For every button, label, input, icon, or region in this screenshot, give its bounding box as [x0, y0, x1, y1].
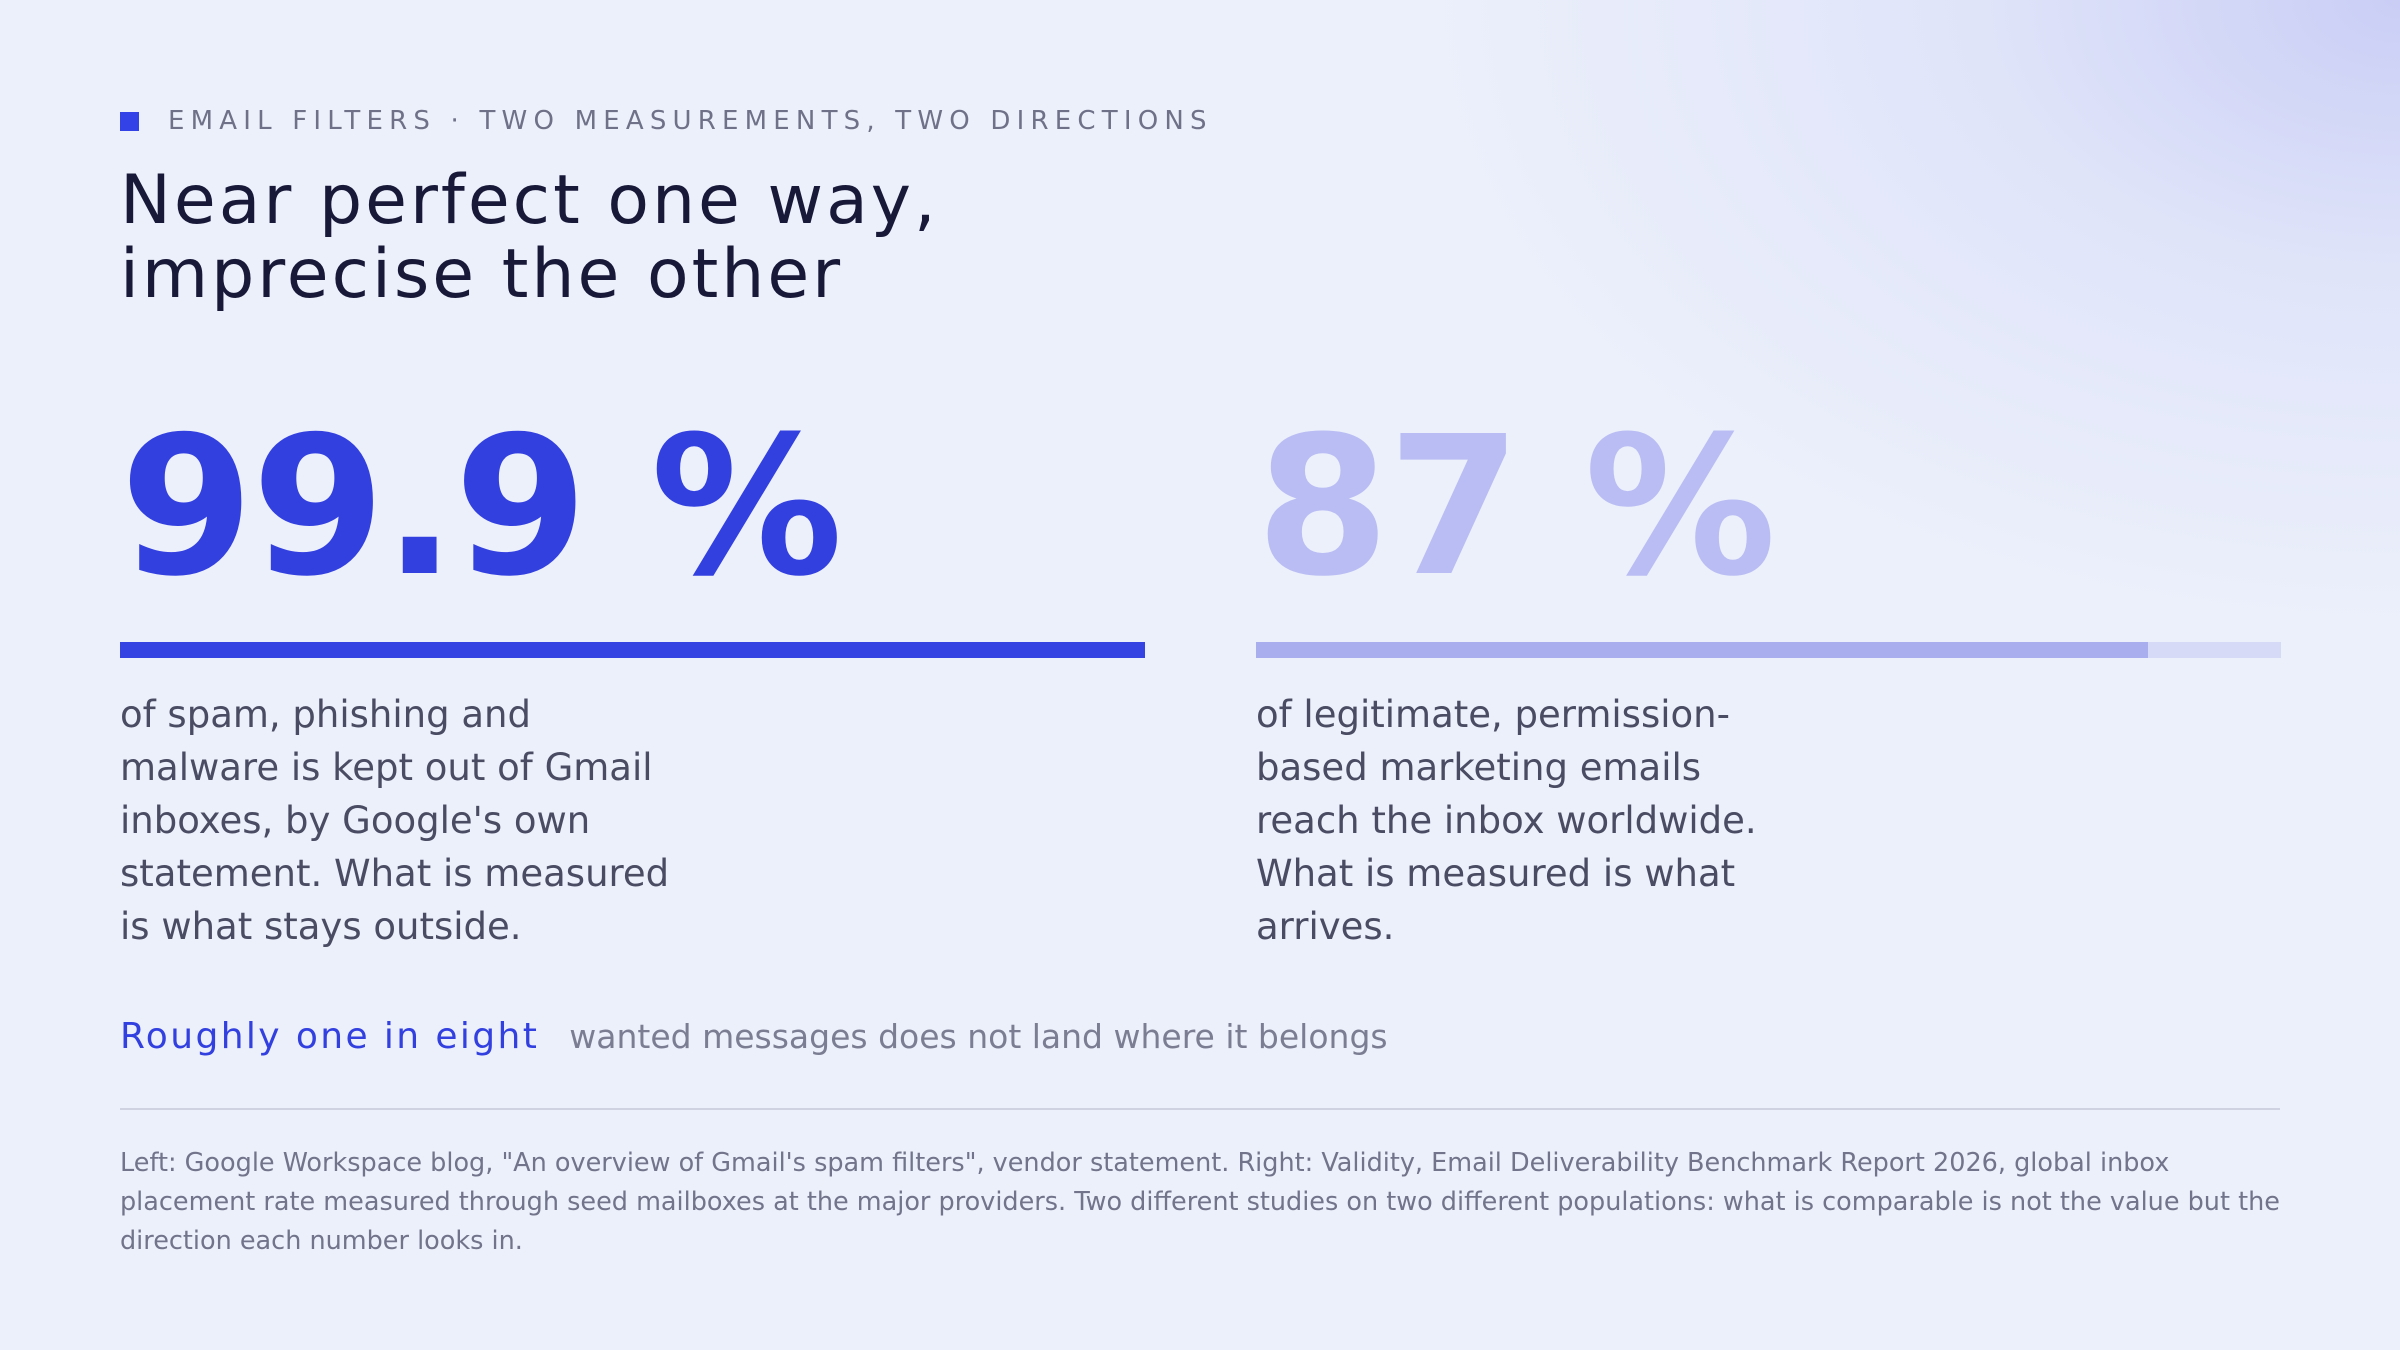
stat-inbox-placement: 87 % of legitimate, permission-based mar…	[1256, 396, 2281, 948]
stat-gmail-spam: 99.9 % of spam, phishing and malware is …	[120, 396, 1145, 948]
stat-value: 87 %	[1256, 396, 1776, 619]
title-line-2: imprecise the other	[120, 235, 844, 314]
progress-bar-track	[120, 642, 1145, 658]
stat-value: 99.9 %	[120, 396, 843, 619]
progress-bar-fill	[120, 642, 1145, 658]
callout: Roughly one in eight wanted messages doe…	[120, 1016, 1388, 1057]
page-title: Near perfect one way, imprecise the othe…	[120, 164, 1520, 312]
progress-bar-fill	[1256, 642, 2148, 658]
stat-description: of legitimate, permission-based marketin…	[1256, 693, 1757, 948]
eyebrow-label: EMAIL FILTERS · TWO MEASUREMENTS, TWO DI…	[168, 106, 1213, 136]
callout-text: wanted messages does not land where it b…	[569, 1017, 1388, 1056]
source-footnote: Left: Google Workspace blog, "An overvie…	[120, 1148, 2280, 1256]
progress-bar-track	[1256, 642, 2281, 658]
callout-highlight: Roughly one in eight	[120, 1016, 540, 1057]
title-line-1: Near perfect one way,	[120, 161, 939, 240]
divider	[120, 1108, 2280, 1110]
stat-description: of spam, phishing and malware is kept ou…	[120, 693, 670, 948]
eyebrow-marker	[120, 111, 139, 131]
eyebrow: EMAIL FILTERS · TWO MEASUREMENTS, TWO DI…	[120, 106, 1213, 136]
